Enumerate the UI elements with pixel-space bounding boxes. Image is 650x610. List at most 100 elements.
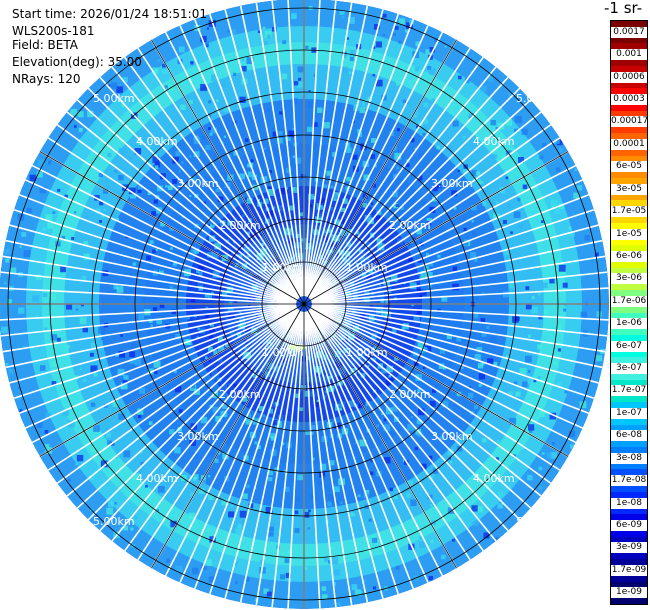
speckle-cell bbox=[377, 250, 383, 256]
speckle-cell bbox=[392, 406, 398, 412]
speckle-cell bbox=[453, 401, 460, 407]
speckle-cell bbox=[340, 501, 343, 504]
speckle-cell bbox=[357, 132, 363, 138]
speckle-cell bbox=[212, 373, 220, 381]
speckle-cell bbox=[137, 140, 143, 146]
speckle-cell bbox=[164, 85, 168, 89]
speckle-cell bbox=[419, 536, 422, 539]
speckle-cell bbox=[203, 201, 206, 205]
speckle-cell bbox=[227, 208, 233, 214]
speckle-cell bbox=[304, 369, 309, 373]
speckle-cell bbox=[241, 65, 247, 72]
speckle-cell bbox=[373, 24, 380, 30]
speckle-cell bbox=[416, 112, 419, 115]
speckle-cell bbox=[490, 336, 497, 343]
speckle-cell bbox=[270, 449, 277, 456]
speckle-cell bbox=[160, 221, 165, 227]
speckle-cell bbox=[490, 154, 496, 159]
speckle-cell bbox=[283, 332, 291, 340]
ray-gap-line bbox=[304, 0, 337, 297]
speckle-cell bbox=[265, 255, 271, 261]
speckle-cell bbox=[376, 424, 380, 428]
speckle-cell bbox=[487, 358, 494, 365]
ray-gap-line bbox=[13, 208, 297, 303]
speckle-cell bbox=[214, 458, 219, 463]
speckle-cell bbox=[394, 356, 399, 361]
speckle-cell bbox=[400, 211, 405, 216]
range-ring-label: 1.00km bbox=[346, 346, 388, 359]
speckle-cell bbox=[150, 324, 153, 327]
colorbar-label: 0.0006 bbox=[611, 71, 647, 83]
speckle-cell bbox=[292, 127, 296, 132]
elevation-text: Elevation(deg): 35.00 bbox=[12, 55, 142, 69]
speckle-cell bbox=[299, 212, 304, 217]
speckle-cell bbox=[208, 223, 211, 227]
speckle-cell bbox=[558, 264, 566, 272]
speckle-cell bbox=[557, 348, 562, 352]
speckle-cell bbox=[174, 447, 181, 454]
ray-gap-line bbox=[306, 31, 444, 298]
speckle-cell bbox=[360, 257, 366, 263]
speckle-cell bbox=[123, 525, 128, 531]
ray-gap-line bbox=[308, 76, 509, 299]
speckle-cell bbox=[152, 270, 158, 276]
speckle-cell bbox=[140, 461, 144, 465]
speckle-cell bbox=[533, 379, 537, 383]
speckle-cell bbox=[388, 375, 392, 378]
speckle-cell bbox=[272, 128, 278, 133]
speckle-cell bbox=[504, 248, 511, 256]
speckle-cell bbox=[211, 74, 218, 82]
speckle-cell bbox=[118, 351, 126, 358]
speckle-cell bbox=[200, 35, 207, 43]
ray-gap-line bbox=[5, 304, 297, 369]
speckle-cell bbox=[200, 83, 207, 91]
ray-gap-line bbox=[193, 18, 302, 297]
ppi-ray-gaps bbox=[0, 0, 609, 609]
speckle-cell bbox=[100, 460, 108, 468]
speckle-cell bbox=[321, 436, 328, 443]
speckle-cell bbox=[368, 518, 372, 522]
speckle-cell bbox=[261, 243, 264, 246]
speckle-cell bbox=[478, 373, 486, 380]
speckle-cell bbox=[266, 108, 271, 112]
speckle-cell bbox=[417, 342, 424, 349]
speckle-cell bbox=[421, 463, 427, 470]
speckle-cell bbox=[428, 337, 432, 341]
speckle-cell bbox=[171, 422, 175, 426]
speckle-cell bbox=[431, 388, 436, 393]
speckle-cell bbox=[114, 502, 117, 505]
speckle-cell bbox=[208, 293, 215, 301]
speckle-cell bbox=[18, 307, 25, 314]
azimuth-spoke bbox=[151, 303, 305, 569]
speckle-cell bbox=[510, 231, 513, 234]
site-name-text: WLS200s-181 bbox=[12, 24, 95, 38]
speckle-cell bbox=[376, 211, 382, 216]
speckle-cell bbox=[39, 365, 46, 371]
speckle-cell bbox=[307, 527, 310, 530]
speckle-cell bbox=[539, 155, 544, 160]
speckle-cell bbox=[103, 208, 106, 211]
speckle-cell bbox=[371, 263, 377, 269]
speckle-cell bbox=[132, 473, 140, 481]
speckle-cell bbox=[405, 218, 412, 225]
speckle-cell bbox=[394, 152, 402, 160]
speckle-cell bbox=[553, 361, 558, 366]
speckle-cell bbox=[506, 355, 510, 359]
ray-gap-line bbox=[310, 137, 561, 301]
speckle-cell bbox=[83, 241, 89, 246]
speckle-cell bbox=[270, 436, 276, 441]
speckle-cell bbox=[122, 77, 128, 83]
speckle-cell bbox=[167, 185, 173, 191]
speckle-cell bbox=[333, 44, 340, 50]
speckle-cell bbox=[594, 252, 599, 257]
speckle-cell bbox=[394, 26, 399, 30]
speckle-cell bbox=[497, 387, 501, 391]
speckle-cell bbox=[293, 433, 298, 437]
speckle-cell bbox=[227, 29, 230, 33]
speckle-cell bbox=[235, 528, 243, 535]
speckle-cell bbox=[392, 169, 396, 173]
speckle-cell bbox=[189, 99, 194, 104]
speckle-cell bbox=[410, 200, 417, 206]
ray-gap-line bbox=[271, 311, 304, 608]
ray-gap-line bbox=[2, 304, 297, 353]
